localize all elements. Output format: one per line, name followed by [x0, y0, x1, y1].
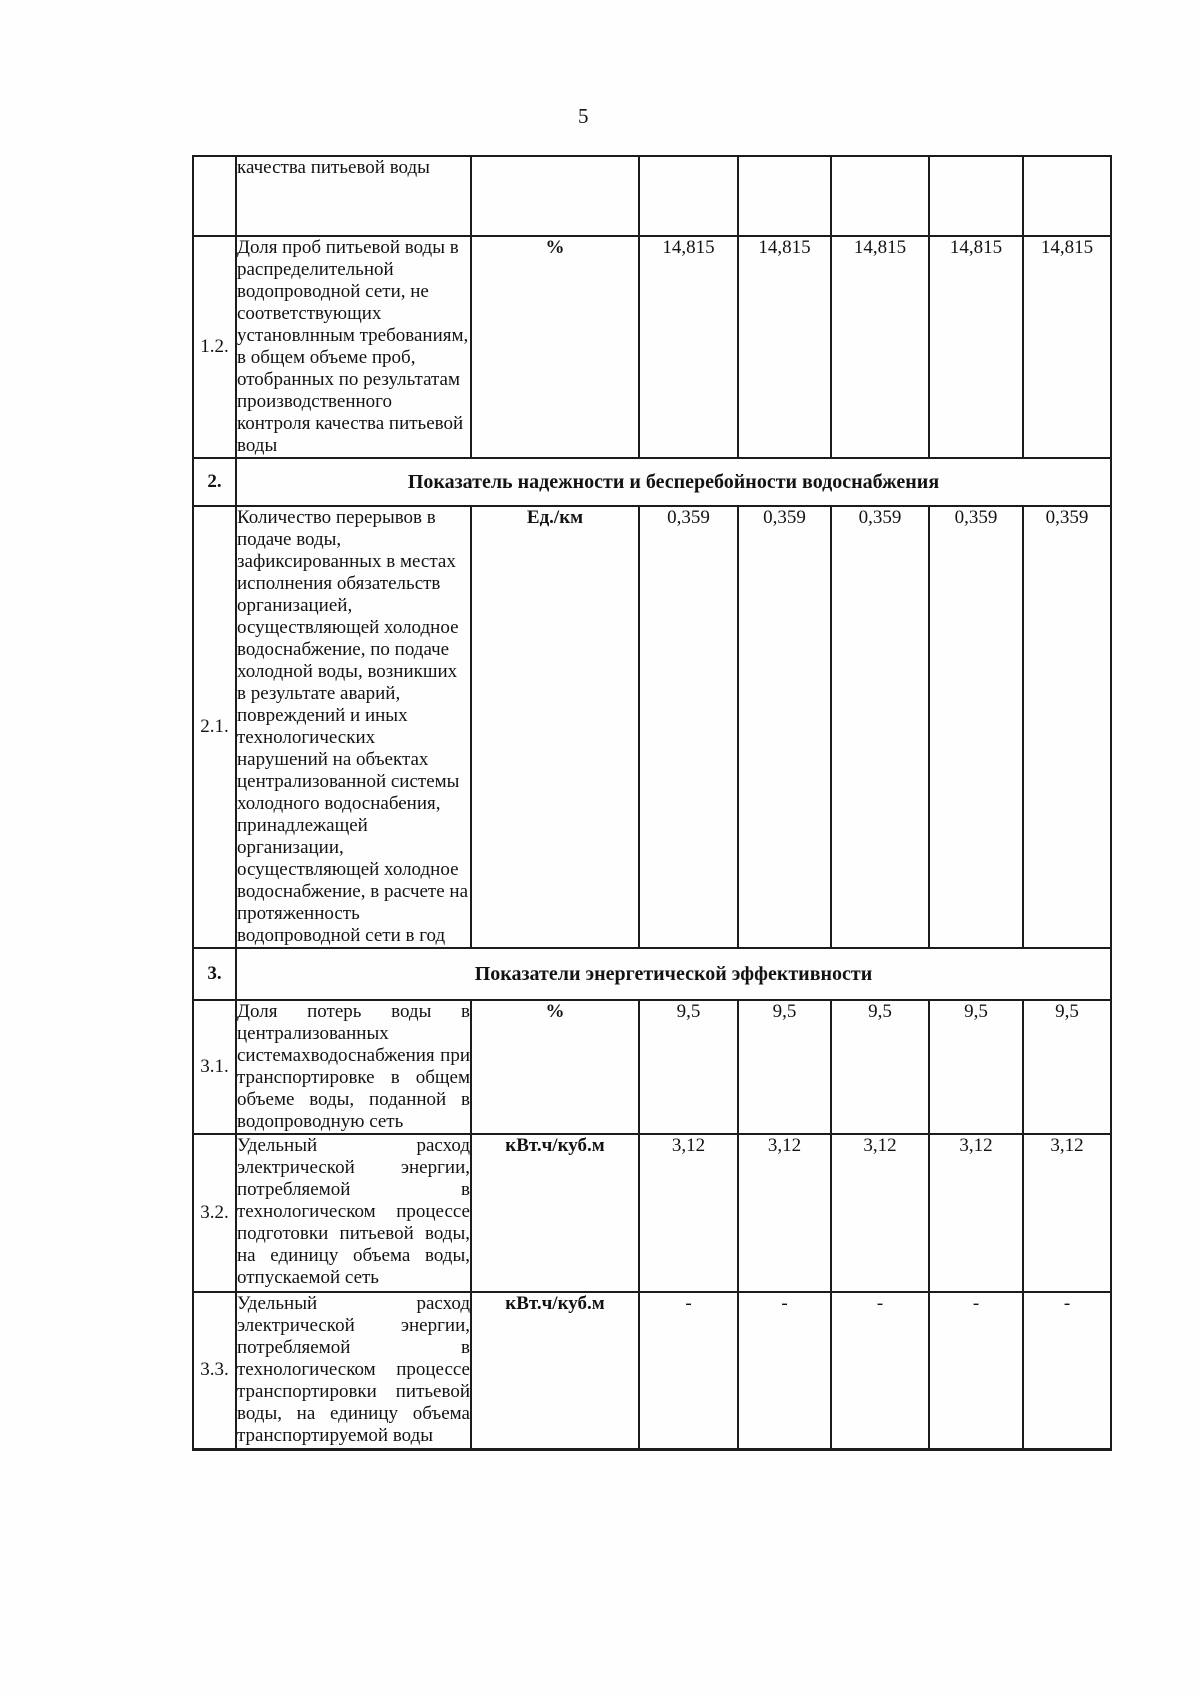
section-number-cell: 2.	[192, 457, 237, 507]
value-cell: 0,359	[830, 505, 930, 949]
unit-cell: %	[470, 235, 640, 459]
value-cell: 14,815	[737, 235, 832, 459]
row-number-cell: 3.1.	[192, 999, 237, 1135]
page-number: 5	[578, 104, 589, 128]
value-cell	[928, 155, 1024, 237]
table-section-row-3: 3. Показатели энергетической эффективнос…	[192, 947, 1112, 1001]
indicator-description: Удельный расход электрической энергии, п…	[235, 1291, 472, 1451]
table-row-3-1: 3.1. Доля потерь воды в централизованных…	[192, 999, 1112, 1135]
indicator-description: качества питьевой воды	[235, 155, 472, 237]
value-cell: -	[928, 1291, 1024, 1451]
value-cell: 14,815	[638, 235, 739, 459]
value-cell	[830, 155, 930, 237]
value-cell: -	[737, 1291, 832, 1451]
value-cell: 3,12	[638, 1133, 739, 1293]
table-row-continuation: качества питьевой воды	[192, 155, 1112, 237]
value-cell: -	[638, 1291, 739, 1451]
value-cell: 3,12	[928, 1133, 1024, 1293]
indicator-description: Количество перерывов в подаче воды, зафи…	[235, 505, 472, 949]
unit-cell: Ед./км	[470, 505, 640, 949]
value-cell: 14,815	[830, 235, 930, 459]
section-number-cell: 3.	[192, 947, 237, 1001]
unit-cell	[470, 155, 640, 237]
value-cell: 0,359	[1022, 505, 1112, 949]
table-row-2-1: 2.1. Количество перерывов в подаче воды,…	[192, 505, 1112, 949]
row-number-cell	[192, 155, 237, 237]
value-cell: 9,5	[737, 999, 832, 1135]
value-cell: 0,359	[928, 505, 1024, 949]
value-cell	[1022, 155, 1112, 237]
indicator-description: Доля проб питьевой воды в распределитель…	[235, 235, 472, 459]
table-row-1-2: 1.2. Доля проб питьевой воды в распредел…	[192, 235, 1112, 459]
value-cell	[638, 155, 739, 237]
value-cell: 3,12	[830, 1133, 930, 1293]
value-cell: 3,12	[737, 1133, 832, 1293]
value-cell: -	[830, 1291, 930, 1451]
value-cell: 9,5	[638, 999, 739, 1135]
value-cell: 9,5	[830, 999, 930, 1135]
value-cell: 9,5	[928, 999, 1024, 1135]
value-cell: 0,359	[638, 505, 739, 949]
indicator-description: Удельный расход электрической энергии, п…	[235, 1133, 472, 1293]
unit-cell: кВт.ч/куб.м	[470, 1291, 640, 1451]
row-number-cell: 1.2.	[192, 235, 237, 459]
unit-cell: кВт.ч/куб.м	[470, 1133, 640, 1293]
section-title: Показатель надежности и бесперебойности …	[235, 457, 1112, 507]
value-cell: 14,815	[928, 235, 1024, 459]
indicators-table: качества питьевой воды 1.2. Доля проб пи…	[192, 155, 1112, 1451]
table-row-3-3: 3.3. Удельный расход электрической энерг…	[192, 1291, 1112, 1451]
section-title: Показатели энергетической эффективности	[235, 947, 1112, 1001]
row-number-cell: 3.2.	[192, 1133, 237, 1293]
indicator-description: Доля потерь воды в централизованных сист…	[235, 999, 472, 1135]
value-cell: 9,5	[1022, 999, 1112, 1135]
table-row-3-2: 3.2. Удельный расход электрической энерг…	[192, 1133, 1112, 1293]
row-number-cell: 2.1.	[192, 505, 237, 949]
table-section-row-2: 2. Показатель надежности и бесперебойнос…	[192, 457, 1112, 507]
unit-cell: %	[470, 999, 640, 1135]
value-cell: 3,12	[1022, 1133, 1112, 1293]
value-cell: -	[1022, 1291, 1112, 1451]
row-number-cell: 3.3.	[192, 1291, 237, 1451]
value-cell	[737, 155, 832, 237]
value-cell: 0,359	[737, 505, 832, 949]
value-cell: 14,815	[1022, 235, 1112, 459]
